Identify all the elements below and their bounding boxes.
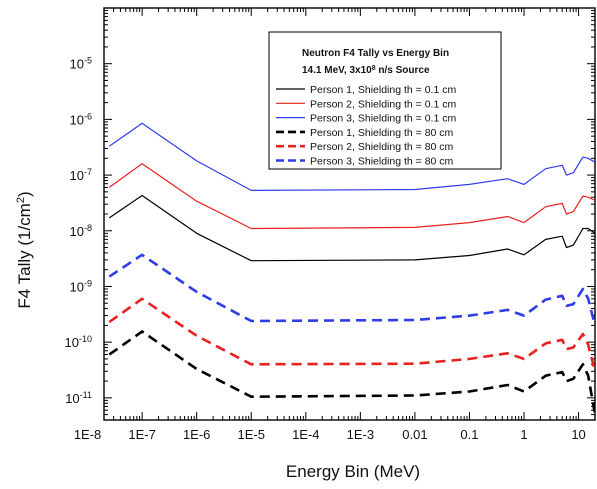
y-tick-label: 10-10 — [65, 334, 92, 350]
y-tick-label: 10-7 — [70, 167, 92, 183]
y-tick-exp: -5 — [84, 56, 92, 66]
legend-label-3: Person 3, Shielding th = 0.1 cm — [310, 113, 456, 125]
series-group — [108, 122, 595, 415]
series-line-2 — [108, 163, 595, 230]
legend-title-line1: Neutron F4 Tally vs Energy Bin — [302, 48, 449, 59]
y-axis-title-exp: 2 — [15, 197, 27, 203]
legend-label-4: Person 1, Shielding th = 80 cm — [310, 127, 454, 139]
y-tick-base: 10 — [70, 168, 84, 183]
legend-title-line2-a: 14.1 MeV, 3x10 — [302, 65, 372, 76]
x-tick-label: 1E-6 — [183, 427, 210, 442]
x-tick-labels: 1E-8 1E-7 1E-6 1E-5 1E-4 1E-3 0.01 0.1 1 10 — [74, 427, 586, 442]
series-line-1 — [108, 194, 595, 262]
series-line-5 — [108, 297, 595, 372]
y-tick-exp: -6 — [84, 111, 92, 121]
y-tick-label: 10-11 — [65, 390, 92, 406]
x-tick-label: 1 — [520, 427, 527, 442]
y-tick-base: 10 — [70, 57, 84, 72]
x-tick-label: 0.1 — [460, 427, 478, 442]
x-tick-label: 1E-4 — [292, 427, 319, 442]
y-tick-label: 10-6 — [70, 111, 92, 127]
y-tick-base: 10 — [70, 224, 84, 239]
axis-ticks — [103, 8, 596, 421]
x-tick-label: 1E-5 — [238, 427, 265, 442]
series-line-4 — [108, 330, 595, 415]
y-tick-label: 10-5 — [70, 56, 92, 72]
y-axis-title-close: ) — [15, 191, 34, 197]
y-tick-exp: -7 — [84, 167, 92, 177]
legend-label-1: Person 1, Shielding th = 0.1 cm — [310, 84, 456, 96]
x-tick-label: 1E-3 — [347, 427, 374, 442]
y-tick-base: 10 — [65, 335, 79, 350]
legend-title-line2: 14.1 MeV, 3x108 n/s Source — [302, 65, 430, 77]
x-tick-label: 1E-8 — [74, 427, 101, 442]
legend-label-5: Person 2, Shielding th = 80 cm — [310, 141, 454, 153]
x-axis-title: Energy Bin (MeV) — [286, 462, 420, 481]
series-line-3 — [108, 122, 595, 191]
series-line-6 — [108, 253, 595, 326]
y-tick-exp: -8 — [84, 223, 92, 233]
legend-label-6: Person 3, Shielding th = 80 cm — [310, 156, 454, 168]
legend-items: Person 1, Shielding th = 0.1 cm Person 2,… — [276, 84, 456, 168]
y-tick-base: 10 — [70, 112, 84, 127]
legend-title-line2-b: n/s Source — [376, 65, 430, 76]
x-tick-label: 10 — [571, 427, 585, 442]
y-tick-label: 10-8 — [70, 223, 92, 239]
x-tick-label: 0.01 — [402, 427, 427, 442]
y-axis-title-main: F4 Tally (1/cm — [15, 203, 34, 309]
y-tick-base: 10 — [70, 279, 84, 294]
y-tick-label: 10-9 — [70, 278, 92, 294]
y-tick-exp: -11 — [80, 390, 92, 400]
legend-label-2: Person 2, Shielding th = 0.1 cm — [310, 98, 456, 110]
y-tick-base: 10 — [65, 391, 79, 406]
legend: Neutron F4 Tally vs Energy Bin 14.1 MeV,… — [268, 31, 502, 170]
legend-box — [268, 31, 502, 170]
y-axis-title: F4 Tally (1/cm2) — [15, 191, 34, 308]
y-tick-exp: -10 — [79, 334, 92, 344]
legend-title-line2-exp: 8 — [372, 65, 376, 72]
x-tick-label: 1E-7 — [128, 427, 155, 442]
y-tick-exp: -9 — [84, 278, 92, 288]
